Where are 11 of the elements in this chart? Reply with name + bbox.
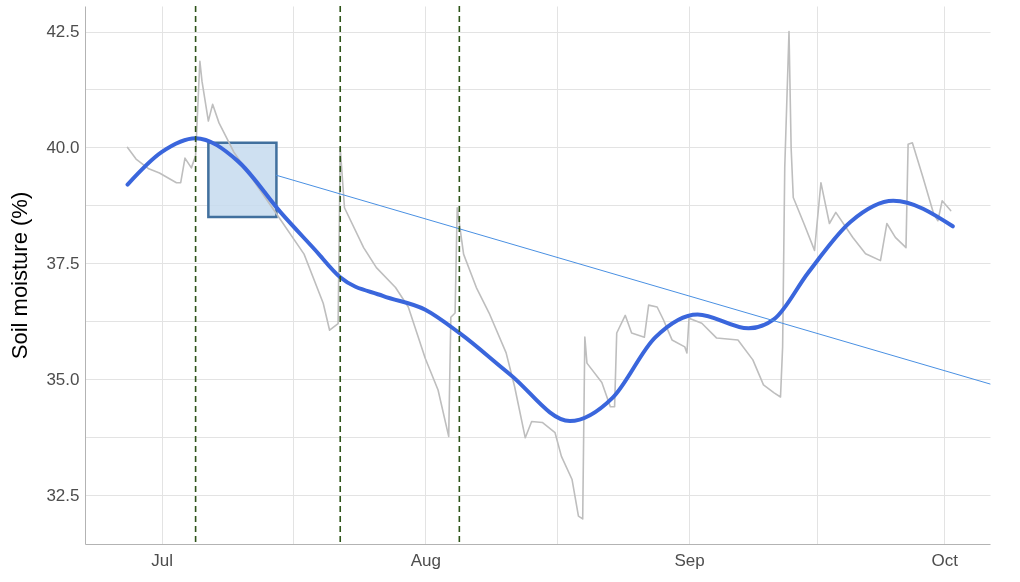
y-tick-label: 32.5 xyxy=(46,485,80,505)
y-tick-label: 35.0 xyxy=(46,369,80,389)
y-tick-label: 42.5 xyxy=(46,22,80,42)
line-series xyxy=(125,136,955,424)
y-tick-label: 37.5 xyxy=(46,253,80,273)
x-tick-label: Aug xyxy=(410,550,441,570)
x-tick-label: Sep xyxy=(674,550,705,570)
x-tick-label: Oct xyxy=(931,550,959,570)
y-axis-title: Soil moisture (%) xyxy=(7,191,33,360)
y-tick-label: 40.0 xyxy=(46,137,80,157)
x-tick-label: Jul xyxy=(151,550,173,570)
